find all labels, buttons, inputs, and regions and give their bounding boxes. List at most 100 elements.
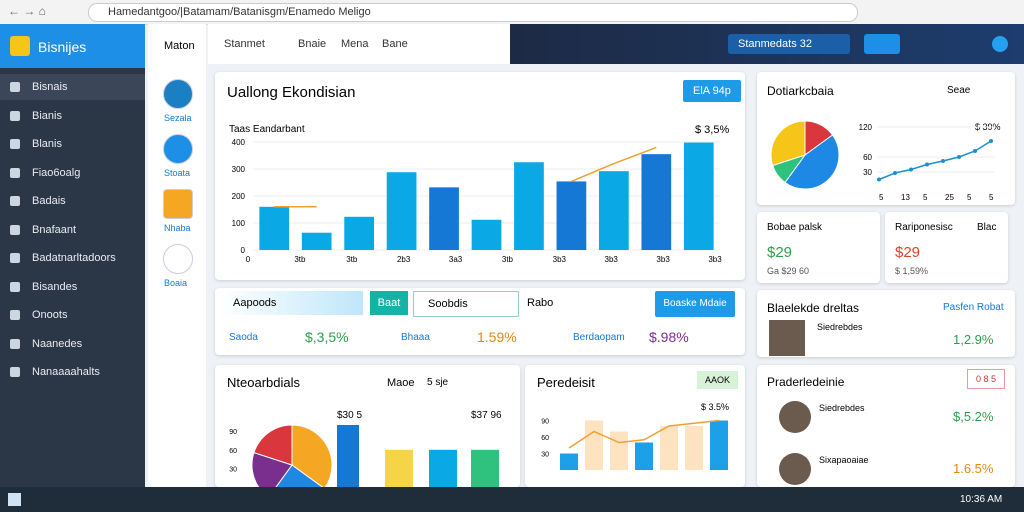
name: Siedrebdes: [819, 403, 865, 413]
y-tick-label: 200: [232, 192, 246, 201]
leaders-card: Praderledeinie 0 8 5 Siedrebdes $,5.2% Six…: [757, 365, 1015, 487]
tab[interactable]: Mena: [341, 38, 369, 50]
rail-label: Stoata: [164, 168, 191, 178]
pie-slice: [251, 452, 293, 487]
input[interactable]: [220, 291, 363, 315]
badge: 0 8 5: [967, 369, 1006, 389]
point: [925, 162, 929, 167]
select[interactable]: Soobdis: [413, 291, 519, 317]
label: $37 96: [471, 410, 502, 421]
bar: [599, 171, 629, 250]
stat-value: $.98%: [649, 329, 689, 345]
stat-value: $,3,5%: [305, 329, 349, 345]
menu-item[interactable]: Badais: [32, 195, 66, 207]
logo: [10, 36, 30, 56]
point: [909, 167, 913, 172]
filter-card: Aapoods Baat Soobdis Rabo Boaske Mdaie S…: [215, 288, 745, 355]
x-tick-label: 3b3: [656, 255, 670, 264]
start[interactable]: [8, 493, 21, 506]
menu-item[interactable]: Bianis: [32, 109, 62, 122]
tab[interactable]: Stanmet: [224, 38, 265, 50]
rail-icon[interactable]: [163, 189, 193, 219]
menu-item[interactable]: Bisnais: [32, 81, 68, 93]
menu-item[interactable]: Blanis: [32, 138, 62, 150]
x-tick-label: 5: [879, 193, 884, 202]
tab[interactable]: Bane: [382, 38, 408, 50]
x-tick-label: 3b3: [708, 255, 722, 264]
menu-item[interactable]: Badatnarltadoors: [32, 252, 116, 264]
title: Dotiarkcbaia: [767, 84, 834, 98]
overview-chart: 30 60 120 5 13 5 25 5 5: [770, 120, 995, 202]
bar: [683, 142, 714, 250]
menu-item[interactable]: Nanaaaahalts: [32, 366, 100, 378]
menu-icon: [10, 110, 20, 121]
rail-label: Sezala: [164, 113, 192, 123]
menu-item[interactable]: Bnafaant: [32, 223, 77, 236]
pie-slice: [253, 424, 293, 466]
stat-value: 1.59%: [477, 329, 517, 345]
filter-action[interactable]: Boaske Mdaie: [655, 291, 735, 317]
title: Praderledeinie: [767, 375, 845, 389]
avatar: [769, 320, 805, 356]
teal-button[interactable]: Baat: [370, 291, 408, 315]
menu-icon: [10, 367, 20, 377]
x-tick-label: 3b3: [553, 255, 567, 264]
rail-icon[interactable]: [163, 244, 193, 274]
stat-label: Berdaopam: [573, 332, 625, 343]
rail-icon[interactable]: [163, 134, 193, 164]
y-tick-label: 60: [863, 153, 872, 162]
url: Hamedantgoo/|Batamam/Batanisgm/Enamedo M…: [108, 6, 371, 18]
pie-slice: [275, 464, 324, 487]
menu-item[interactable]: Fiao6oalg: [32, 166, 81, 179]
x-tick-label: 3b3: [605, 255, 619, 264]
bar: [556, 181, 587, 250]
action-button[interactable]: [728, 34, 850, 54]
menu-item[interactable]: Onoots: [32, 309, 68, 321]
name: Siedrebdes: [817, 322, 863, 332]
menu-icon: [10, 139, 20, 149]
x-tick-label: 5: [967, 193, 972, 202]
button[interactable]: ElA 94p: [683, 80, 741, 102]
search-icon[interactable]: [992, 36, 1008, 52]
y-tick-label: 30: [541, 452, 549, 459]
pie-slice: [784, 134, 840, 190]
bar: [344, 216, 374, 250]
brand: Bisnijes: [38, 39, 87, 55]
x-tick-label: 5: [989, 193, 994, 202]
bar: [259, 206, 290, 250]
time: 10:36 AM: [960, 494, 1003, 505]
kpi-value: $29: [767, 244, 793, 261]
bar: [710, 420, 728, 470]
total: $ 3,5%: [695, 124, 730, 136]
x-tick-label: 3tb: [294, 255, 306, 264]
link[interactable]: Pasfen Robat: [943, 302, 1004, 313]
kpi-sub: Ga $29 60: [767, 266, 810, 276]
url-box[interactable]: [88, 3, 858, 22]
menu-item[interactable]: Bisandes: [32, 280, 78, 293]
tab[interactable]: Maoe: [387, 377, 415, 389]
y-tick-label: 30: [229, 466, 237, 473]
people-card: Blaelekde dreltas Pasfen Robat Siedrebde…: [757, 290, 1015, 357]
pie-slice: [770, 120, 806, 167]
avatar: [779, 453, 811, 485]
y-tick-label: 300: [232, 165, 246, 174]
menu-icon: [10, 253, 20, 263]
y-tick-label: 60: [541, 435, 549, 442]
bar: [471, 219, 502, 250]
nav-icons: ← → ⌂: [8, 4, 46, 18]
total: $ 3.5%: [701, 402, 730, 412]
rail-label: Boaia: [164, 278, 188, 288]
menu-item[interactable]: Naanedes: [32, 337, 83, 350]
tab[interactable]: 5 sje: [427, 377, 449, 388]
bar: [610, 431, 628, 470]
rail-label: Nhaba: [164, 223, 191, 233]
tab[interactable]: Bnaie: [298, 38, 327, 50]
icon-button[interactable]: [864, 34, 900, 54]
rail-icon[interactable]: [163, 79, 193, 109]
title: Peredeisit: [537, 375, 595, 390]
link[interactable]: Seae: [947, 85, 971, 96]
stat-label: Saoda: [229, 332, 258, 343]
bar: [386, 172, 417, 250]
point: [941, 159, 945, 163]
x-tick-label: 25: [945, 193, 954, 202]
